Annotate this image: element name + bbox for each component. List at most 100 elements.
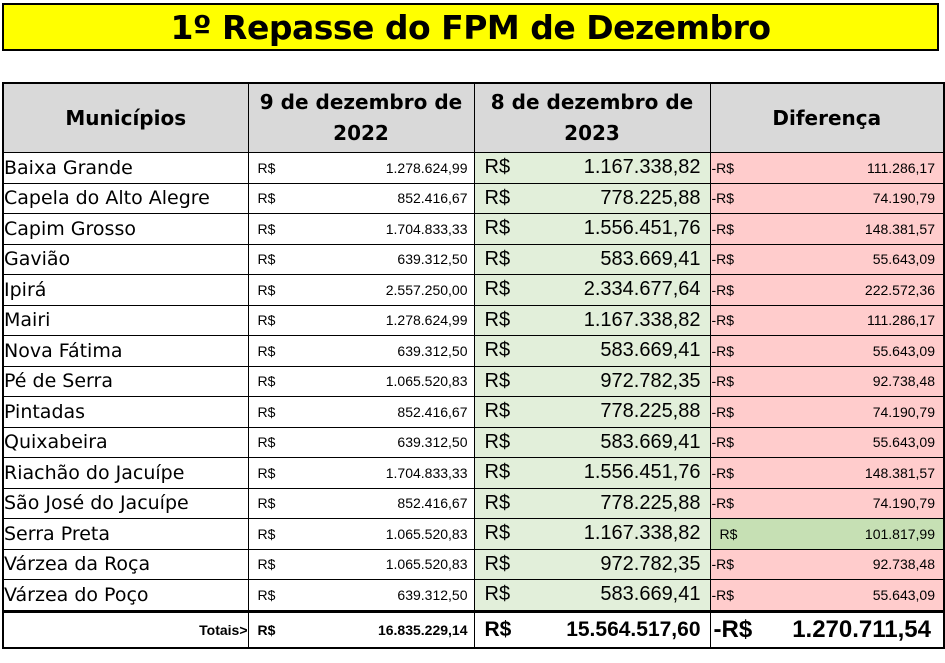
diff-cell: -R$ 55.643,09 (709, 579, 945, 612)
diff-prefix: R$ (719, 525, 738, 542)
value-2023: 1.167.338,82 (583, 522, 701, 545)
table-row: Várzea da Roça R$ 1.065.520,83 R$ 972.782,35… (2, 548, 945, 580)
value-2023-cell: R$ 583.669,41 (473, 243, 711, 275)
diff-value: 222.572,36 (864, 281, 935, 298)
value-2022: 852.416,67 (397, 190, 468, 207)
diff-value: 92.738,48 (872, 556, 935, 573)
header-2023-line2: 2023 (564, 121, 620, 145)
diff-prefix: -R$ (711, 281, 735, 298)
value-2023: 778.225,88 (600, 186, 701, 209)
value-2023-cell: R$ 1.556.451,76 (473, 457, 711, 489)
value-2023: 583.669,41 (600, 247, 701, 270)
value-2023: 583.669,41 (600, 430, 701, 453)
municipio-name: Pé de Serra (2, 365, 249, 397)
value-2022: 639.312,50 (397, 434, 468, 451)
diff-cell: -R$ 55.643,09 (709, 335, 945, 367)
value-2023: 1.556.451,76 (583, 461, 701, 484)
municipio-name: Ipirá (2, 274, 249, 306)
diff-value: 74.190,79 (872, 190, 935, 207)
value-2022-cell: R$ 852.416,67 (247, 396, 475, 428)
diff-value: 111.286,17 (867, 312, 935, 329)
value-2023-cell: R$ 1.167.338,82 (473, 152, 711, 184)
currency-label: R$ (257, 342, 276, 359)
value-2023: 583.669,41 (600, 339, 701, 362)
value-2022-cell: R$ 1.278.624,99 (247, 152, 475, 184)
diff-value: 92.738,48 (872, 373, 935, 390)
total-2023-cell: R$ 15.564.517,60 (473, 609, 711, 648)
diff-prefix: -R$ (711, 556, 735, 573)
currency-label: R$ (257, 251, 276, 268)
municipio-name: Várzea da Roça (2, 548, 249, 580)
diff-cell: -R$ 55.643,09 (709, 426, 945, 458)
table-row: Ipirá R$ 2.557.250,00 R$ 2.334.677,64 -R$ 222.… (2, 274, 945, 306)
value-2022: 1.065.520,83 (385, 525, 468, 542)
currency-label: R$ (484, 369, 511, 392)
currency-label: R$ (257, 556, 276, 573)
table-row: Capim Grosso R$ 1.704.833,33 R$ 1.556.451,76… (2, 213, 945, 245)
value-2023-cell: R$ 972.782,35 (473, 548, 711, 580)
page-title: 1º Repasse do FPM de Dezembro (170, 7, 771, 47)
currency-label: R$ (257, 281, 276, 298)
diff-cell: -R$ 92.738,48 (709, 365, 945, 397)
total-diff-value: 1.270.711,54 (792, 615, 931, 643)
currency-label: R$ (484, 339, 511, 362)
value-2022: 2.557.250,00 (385, 281, 468, 298)
value-2022-cell: R$ 1.065.520,83 (247, 548, 475, 580)
header-2023: 8 de dezembro de 2023 (473, 82, 711, 153)
diff-cell: -R$ 74.190,79 (709, 182, 945, 214)
currency-label: R$ (257, 373, 276, 390)
currency-label: R$ (257, 621, 276, 638)
title-banner: 1º Repasse do FPM de Dezembro (2, 3, 939, 51)
municipio-name: Pintadas (2, 396, 249, 428)
diff-prefix: -R$ (711, 403, 735, 420)
value-2023: 1.556.451,76 (583, 217, 701, 240)
value-2022: 852.416,67 (397, 495, 468, 512)
value-2023: 2.334.677,64 (583, 278, 701, 301)
value-2023-cell: R$ 1.167.338,82 (473, 518, 711, 550)
diff-prefix: -R$ (711, 586, 735, 603)
value-2023-cell: R$ 2.334.677,64 (473, 274, 711, 306)
diff-cell: -R$ 92.738,48 (709, 548, 945, 580)
value-2023-cell: R$ 1.167.338,82 (473, 304, 711, 336)
diff-cell: -R$ 148.381,57 (709, 213, 945, 245)
value-2023-cell: R$ 583.669,41 (473, 426, 711, 458)
value-2022: 1.278.624,99 (385, 312, 468, 329)
diff-cell: -R$ 74.190,79 (709, 396, 945, 428)
header-2022-line2: 2022 (333, 121, 389, 145)
value-2023-cell: R$ 778.225,88 (473, 182, 711, 214)
table-row: Capela do Alto Alegre R$ 852.416,67 R$ 778.2… (2, 182, 945, 214)
totals-label: Totais> (2, 609, 249, 648)
total-diff-prefix: -R$ (713, 615, 753, 643)
diff-value: 55.643,09 (872, 342, 935, 359)
diff-prefix: -R$ (711, 495, 735, 512)
currency-label: R$ (257, 312, 276, 329)
value-2023-cell: R$ 583.669,41 (473, 335, 711, 367)
header-2022-line1: 9 de dezembro de (259, 90, 463, 114)
diff-prefix: -R$ (711, 434, 735, 451)
value-2022-cell: R$ 1.065.520,83 (247, 365, 475, 397)
table-row: Baixa Grande R$ 1.278.624,99 R$ 1.167.338,82… (2, 152, 945, 184)
header-2023-line1: 8 de dezembro de (490, 90, 694, 114)
currency-label: R$ (484, 278, 511, 301)
currency-label: R$ (484, 522, 511, 545)
header-diferenca: Diferença (709, 82, 945, 153)
currency-label: R$ (484, 156, 511, 179)
diff-cell: -R$ 222.572,36 (709, 274, 945, 306)
diff-prefix: -R$ (711, 159, 735, 176)
diff-value: 74.190,79 (872, 403, 935, 420)
value-2023: 972.782,35 (600, 369, 701, 392)
value-2023: 1.167.338,82 (583, 156, 701, 179)
value-2022-cell: R$ 1.704.833,33 (247, 457, 475, 489)
header-row: Municípios 9 de dezembro de 2022 8 de de… (2, 82, 945, 153)
currency-label: R$ (484, 583, 511, 606)
value-2023-cell: R$ 778.225,88 (473, 396, 711, 428)
currency-label: R$ (257, 190, 276, 207)
table-row: Serra Preta R$ 1.065.520,83 R$ 1.167.338,82 R… (2, 518, 945, 550)
diff-prefix: -R$ (711, 342, 735, 359)
value-2022: 639.312,50 (397, 586, 468, 603)
diff-prefix: -R$ (711, 190, 735, 207)
diff-value: 148.381,57 (864, 464, 935, 481)
value-2023-cell: R$ 1.556.451,76 (473, 213, 711, 245)
value-2023: 583.669,41 (600, 583, 701, 606)
value-2022: 852.416,67 (397, 403, 468, 420)
